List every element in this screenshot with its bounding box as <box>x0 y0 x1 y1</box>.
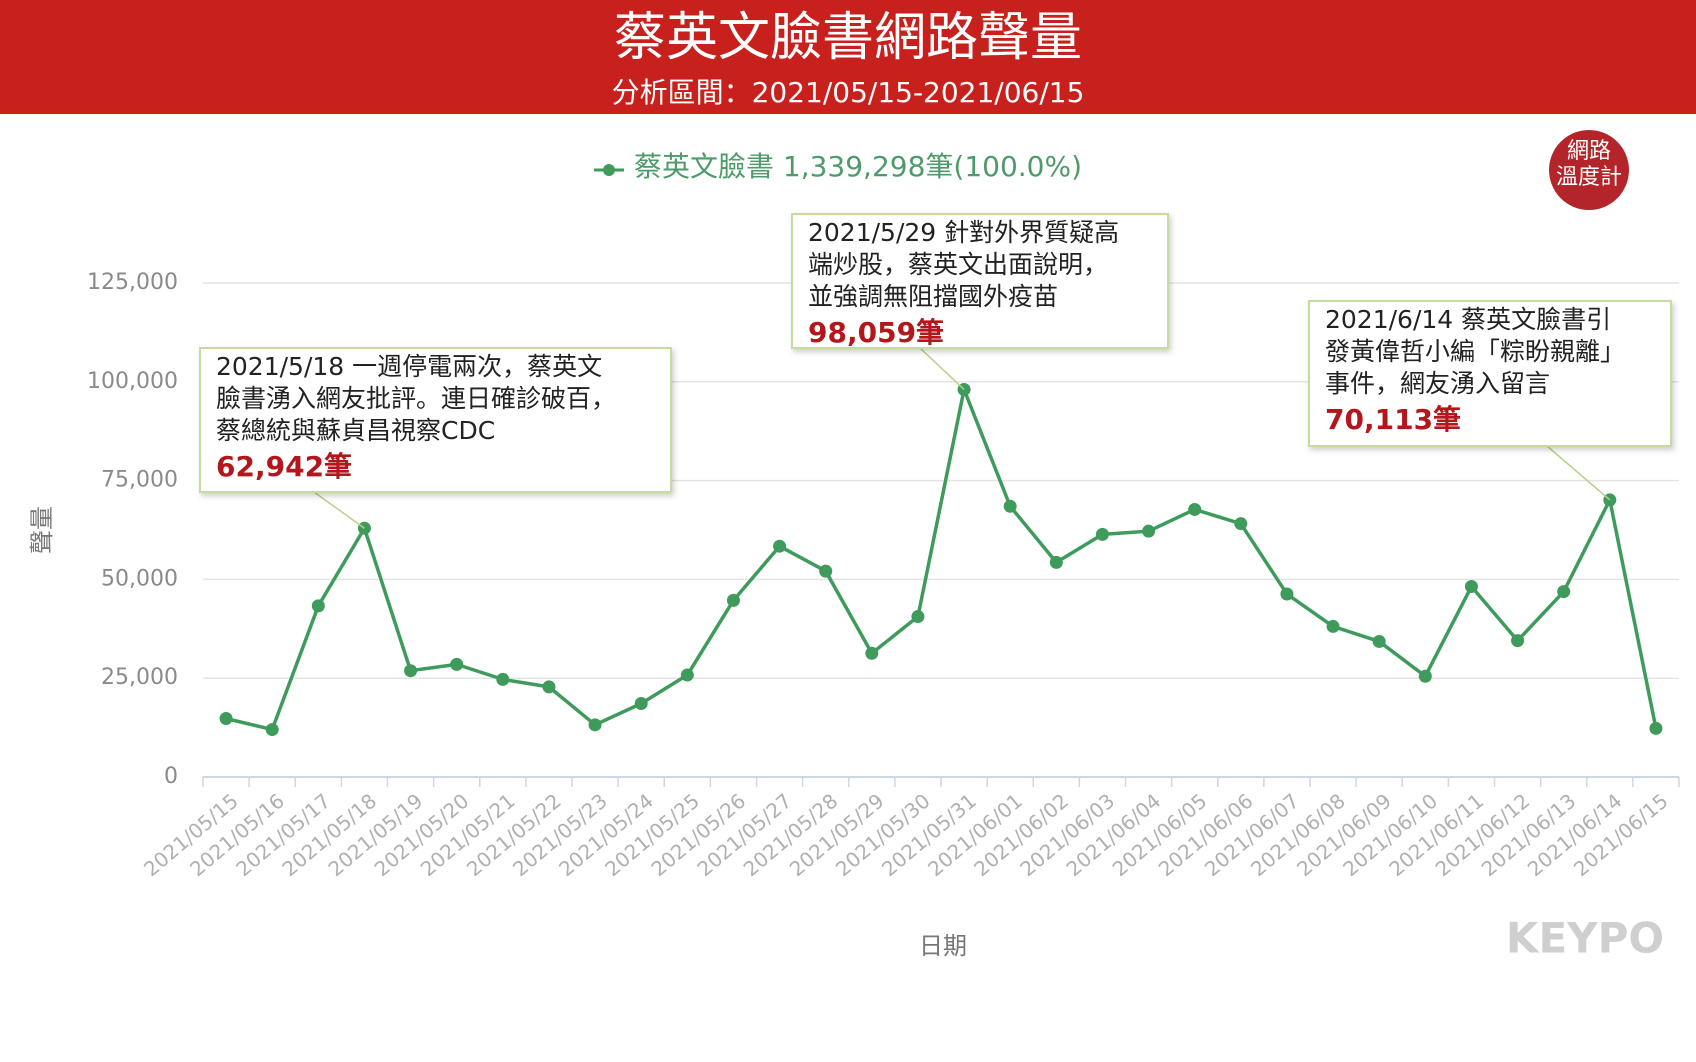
callout-text: 蔡總統與蘇貞昌視察CDC <box>216 416 495 445</box>
data-point <box>1049 555 1063 569</box>
data-point <box>1280 587 1294 601</box>
callout-text: 並強調無阻擋國外疫苗 <box>808 282 1058 311</box>
data-point <box>1142 524 1156 538</box>
data-label: 98,059筆 <box>808 316 944 349</box>
callout-pointer <box>919 347 965 391</box>
series-line <box>225 387 1658 732</box>
callout-text: 2021/5/29 針對外界質疑高 <box>808 218 1119 247</box>
data-point <box>1095 527 1109 541</box>
y-tick-label: 0 <box>164 764 178 789</box>
data-point <box>542 680 556 694</box>
chart-subtitle: 分析區間：2021/05/15-2021/06/15 <box>612 76 1085 109</box>
data-point <box>1188 502 1202 516</box>
data-point <box>911 610 925 624</box>
data-point <box>1326 619 1340 633</box>
callout-text: 端炒股，蔡英文出面說明， <box>808 250 1108 279</box>
callout-pointer <box>313 491 365 529</box>
callout-text: 2021/5/18 一週停電兩次，蔡英文 <box>216 352 602 381</box>
data-point <box>680 668 694 682</box>
y-tick-label: 75,000 <box>101 468 178 493</box>
data-point <box>819 564 833 578</box>
callout-pointer <box>1546 445 1611 501</box>
data-point <box>311 599 325 613</box>
data-point <box>1372 634 1386 648</box>
callout-box <box>199 347 672 493</box>
data-point <box>404 664 418 678</box>
data-point <box>634 696 648 710</box>
chart-title: 蔡英文臉書網路聲量 <box>614 8 1082 68</box>
legend-marker <box>603 164 615 176</box>
callout-text: 事件，網友湧入留言 <box>1325 369 1550 398</box>
data-point <box>588 718 602 732</box>
callout-text: 2021/6/14 蔡英文臉書引 <box>1325 305 1611 334</box>
data-point <box>1557 585 1571 599</box>
watermark: KEYPO <box>1506 914 1664 963</box>
data-point <box>1511 634 1525 648</box>
x-axis-label: 日期 <box>919 932 967 960</box>
callout-box <box>791 213 1169 349</box>
data-point <box>1003 499 1017 513</box>
callout-text: 發黃偉哲小編「粽盼親離」 <box>1325 337 1625 366</box>
data-point <box>450 657 464 671</box>
data-point <box>1234 517 1248 531</box>
logo-text: 網路 <box>1567 139 1611 164</box>
data-point <box>726 593 740 607</box>
logo-text: 溫度計 <box>1556 165 1622 190</box>
data-point <box>496 672 510 686</box>
y-tick-label: 125,000 <box>87 270 178 295</box>
callout-text: 臉書湧入網友批評。連日確診破百， <box>216 384 616 413</box>
logo-badge <box>1549 130 1629 210</box>
legend-label: 蔡英文臉書 1,339,298筆(100.0%) <box>634 150 1082 183</box>
data-point <box>265 723 279 737</box>
data-label: 62,942筆 <box>216 450 352 483</box>
y-tick-label: 25,000 <box>101 665 178 690</box>
y-axis-label: 聲量 <box>28 506 56 554</box>
data-point <box>1649 721 1663 735</box>
header-band <box>0 0 1696 114</box>
y-tick-label: 100,000 <box>87 369 178 394</box>
callout-box <box>1308 300 1672 447</box>
data-label: 70,113筆 <box>1325 403 1461 436</box>
data-point <box>865 646 879 660</box>
y-tick-label: 50,000 <box>101 566 178 591</box>
data-point <box>1418 669 1432 683</box>
data-point <box>773 539 787 553</box>
data-point <box>219 712 233 726</box>
data-point <box>1464 580 1478 594</box>
